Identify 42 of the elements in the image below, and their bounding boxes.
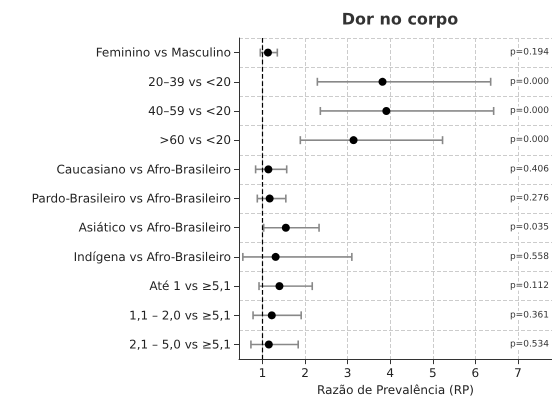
annotation: p=0.558	[510, 252, 550, 262]
y-tick-label: Caucasiano vs Afro-Brasileiro	[56, 162, 231, 176]
point	[264, 340, 273, 348]
x-tick-label: 4	[386, 366, 394, 380]
annotation: p=0.406	[510, 164, 550, 174]
x-tick-label: 6	[472, 366, 480, 380]
point	[264, 165, 272, 174]
x-tick-label: 7	[514, 366, 522, 380]
y-tick-label: Até 1 vs ≥5,1	[149, 279, 231, 294]
point	[266, 194, 274, 203]
annotation: p=0.534	[510, 340, 550, 350]
annotation: p=0.112	[510, 281, 549, 292]
x-tick-label: 3	[344, 366, 352, 380]
x-tick-label: 2	[301, 366, 309, 380]
annotation: p=0.035	[510, 222, 549, 233]
x-tick-label: 5	[428, 366, 437, 380]
annotation: p=0.000	[510, 135, 550, 146]
point	[264, 48, 272, 57]
point	[378, 78, 387, 86]
chart-title: Dor no corpo	[342, 10, 458, 28]
y-tick-label: >60 vs <20	[159, 133, 231, 148]
y-tick-label: 2,1 – 5,0 vs ≥5,1	[129, 338, 231, 352]
y-tick-label: Feminino vs Masculino	[96, 46, 231, 60]
x-axis-title: Razão de Prevalência (RP)	[317, 383, 474, 397]
annotation: p=0.000	[510, 106, 550, 116]
y-tick-label: Indígena vs Afro-Brasileiro	[74, 250, 231, 264]
point	[282, 224, 290, 232]
y-tick-label: 40–59 vs <20	[148, 104, 231, 118]
annotation: p=0.000	[510, 76, 550, 87]
point	[350, 136, 358, 144]
y-tick-label: Pardo-Brasileiro vs Afro-Brasileiro	[32, 192, 231, 206]
y-tick-label: Asiático vs Afro-Brasileiro	[78, 220, 231, 235]
point	[268, 311, 276, 320]
x-tick-label: 1	[258, 366, 266, 380]
point	[272, 252, 280, 261]
y-tick-label: 20–39 vs <20	[148, 74, 231, 89]
point	[382, 106, 390, 115]
y-tick-label: 1,1 – 2,0 vs ≥5,1	[129, 308, 231, 322]
annotation: p=0.194	[510, 48, 550, 58]
annotation: p=0.361	[510, 310, 549, 320]
annotation: p=0.276	[510, 194, 550, 204]
point	[275, 282, 284, 290]
